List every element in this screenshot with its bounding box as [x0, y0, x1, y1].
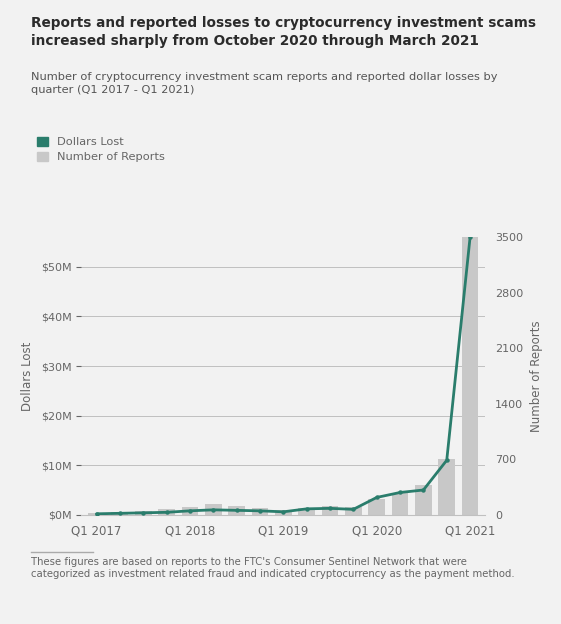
Bar [345, 507, 362, 515]
Bar [415, 485, 432, 515]
Bar [88, 513, 105, 515]
Bar [438, 459, 455, 515]
Bar [275, 510, 292, 515]
Bar [321, 506, 338, 515]
Bar [158, 509, 175, 515]
Bar [251, 508, 268, 515]
Bar [205, 504, 222, 515]
Bar [182, 507, 199, 515]
Text: Reports and reported losses to cryptocurrency investment scams
increased sharply: Reports and reported losses to cryptocur… [31, 16, 536, 48]
Bar [392, 492, 408, 515]
Bar [112, 512, 128, 515]
Bar [462, 229, 479, 515]
Y-axis label: Number of Reports: Number of Reports [530, 320, 543, 432]
Bar [298, 508, 315, 515]
Bar [228, 506, 245, 515]
Bar [135, 511, 151, 515]
Legend: Dollars Lost, Number of Reports: Dollars Lost, Number of Reports [36, 137, 165, 162]
Text: These figures are based on reports to the FTC's Consumer Sentinel Network that w: These figures are based on reports to th… [31, 557, 514, 580]
Bar [368, 499, 385, 515]
Text: Number of cryptocurrency investment scam reports and reported dollar losses by
q: Number of cryptocurrency investment scam… [31, 72, 498, 95]
Y-axis label: Dollars Lost: Dollars Lost [21, 341, 34, 411]
